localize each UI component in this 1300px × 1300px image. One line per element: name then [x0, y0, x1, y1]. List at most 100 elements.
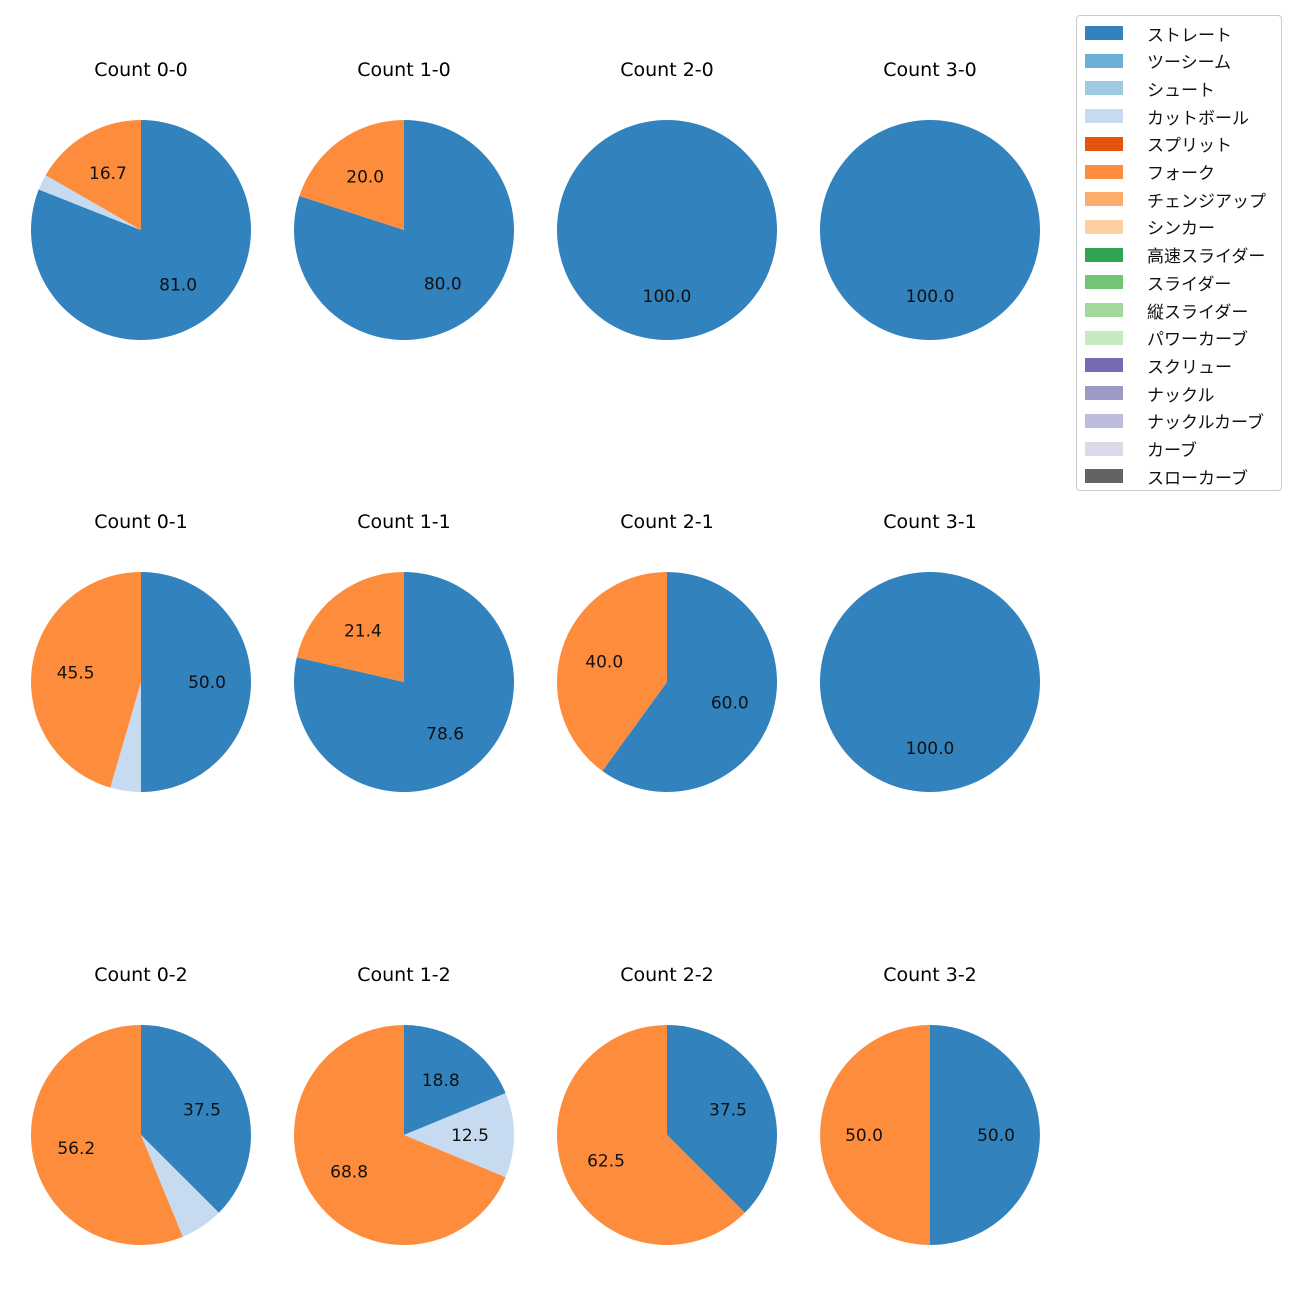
pie-title: Count 1-0 [357, 59, 451, 81]
pie-title: Count 2-0 [620, 59, 714, 81]
legend-label: スライダー [1147, 274, 1232, 295]
legend-swatch [1085, 109, 1123, 124]
pie-slice [38, 175, 141, 230]
legend-label: チェンジアップ [1147, 191, 1266, 212]
pie-9: Count 0-2 37.5 56.2 [31, 964, 251, 1245]
legend-swatch [1085, 26, 1123, 40]
pie-slice [293, 1025, 506, 1246]
slice-label: 78.6 [426, 725, 464, 745]
legend-label: スクリュー [1147, 357, 1232, 378]
legend-item: パワーカーブ [1085, 327, 1248, 351]
pie-slice [299, 120, 404, 230]
pie-slice [141, 1025, 251, 1213]
legend-item: フォーク [1085, 161, 1215, 184]
pie-12: Count 3-2 50.0 50.0 [820, 964, 1040, 1245]
slice-label: 68.8 [330, 1163, 368, 1183]
pie-slice [141, 572, 251, 792]
legend-item: チェンジアップ [1085, 188, 1266, 212]
pie-title: Count 0-2 [94, 964, 188, 986]
pie-11: Count 2-2 37.5 62.5 [556, 964, 777, 1245]
legend-label: カーブ [1147, 441, 1197, 461]
pie-slice [31, 1025, 183, 1245]
legend-swatch [1085, 164, 1123, 179]
pie-slice [557, 572, 667, 771]
legend-item: シュート [1085, 77, 1215, 101]
slice-label: 62.5 [587, 1151, 625, 1171]
legend-label: 縦スライダー [1147, 302, 1249, 323]
slice-label: 50.0 [845, 1126, 883, 1146]
pie-slice [141, 1135, 219, 1237]
pie-slice [602, 572, 777, 793]
pie-slice [820, 1025, 930, 1245]
legend-item: 縦スライダー [1085, 299, 1249, 323]
pie-2: Count 1-0 80.0 20.0 [294, 59, 514, 340]
slice-label: 60.0 [711, 693, 749, 713]
slice-label: 100.0 [906, 739, 955, 759]
slice-label: 50.0 [188, 673, 226, 693]
legend-label: ナックルカーブ [1147, 413, 1264, 434]
pie-8: Count 3-1 100.0 [820, 511, 1040, 792]
pie-slice [404, 1093, 515, 1178]
slice-label: 16.7 [89, 164, 127, 184]
pie-slice [556, 1025, 745, 1245]
pie-7: Count 2-1 60.0 40.0 [557, 511, 777, 793]
legend-item: ナックル [1085, 382, 1215, 406]
legend-swatch [1085, 219, 1123, 234]
legend-label: ストレート [1147, 25, 1232, 46]
pie-10: Count 1-2 18.8 12.5 68.8 [293, 964, 515, 1246]
pie-title: Count 3-0 [883, 59, 977, 81]
pie-slice [110, 682, 141, 792]
legend-swatch [1085, 413, 1123, 428]
pie-slice [31, 120, 252, 340]
pie-4: Count 3-0 100.0 [820, 59, 1040, 340]
slice-label: 20.0 [346, 168, 384, 188]
slice-label: 45.5 [57, 664, 95, 684]
slice-label: 21.4 [344, 621, 382, 641]
pie-slice [557, 120, 777, 340]
legend-swatch [1085, 247, 1123, 262]
pie-6: Count 1-1 78.6 21.4 [293, 511, 514, 792]
legend-label: パワーカーブ [1147, 330, 1248, 351]
slice-label: 18.8 [422, 1071, 460, 1091]
legend-item: ストレート [1085, 22, 1232, 46]
pie-slice [404, 1025, 506, 1135]
legend-swatch [1085, 136, 1123, 151]
legend-label: 高速スライダー [1147, 247, 1266, 268]
legend-label: シンカー [1147, 219, 1215, 240]
pie-title: Count 3-1 [883, 511, 977, 533]
legend-label: シュート [1147, 80, 1215, 101]
legend-swatch [1085, 358, 1123, 373]
legend-swatch [1085, 386, 1123, 401]
legend-swatch [1085, 303, 1123, 317]
legend-swatch [1085, 81, 1123, 96]
legend-item: カットボール [1085, 105, 1249, 129]
pie-title: Count 0-0 [94, 59, 188, 81]
slice-label: 12.5 [451, 1126, 489, 1146]
pie-slice [30, 572, 142, 788]
pie-title: Count 2-2 [620, 964, 714, 986]
legend-item: カーブ [1085, 438, 1197, 461]
legend-label: ツーシーム [1147, 53, 1232, 74]
legend-swatch [1085, 192, 1123, 207]
legend-swatch [1085, 469, 1123, 484]
pie-slice [296, 572, 404, 682]
slice-label: 100.0 [906, 287, 955, 307]
pie-slice [45, 120, 141, 230]
pie-slice [820, 572, 1040, 792]
legend-swatch [1085, 53, 1123, 68]
pie-slice [930, 1025, 1040, 1245]
legend-item: ツーシーム [1085, 50, 1232, 74]
legend-item: スプリット [1085, 133, 1232, 156]
legend-item: シンカー [1085, 216, 1215, 240]
slice-label: 40.0 [585, 653, 623, 673]
slice-label: 100.0 [643, 287, 692, 307]
slice-label: 37.5 [183, 1101, 221, 1121]
pie-title: Count 0-1 [94, 511, 188, 533]
legend: ストレートツーシームシュートカットボール スプリットフォークチェンジアップ シンカー… [1076, 15, 1282, 491]
legend-label: スローカーブ [1147, 468, 1248, 489]
pie-title: Count 3-2 [883, 964, 977, 986]
legend-label: ナックル [1147, 385, 1215, 406]
legend-item: スライダー [1085, 271, 1232, 295]
pie-title: Count 2-1 [620, 511, 714, 533]
slice-label: 37.5 [709, 1101, 747, 1121]
